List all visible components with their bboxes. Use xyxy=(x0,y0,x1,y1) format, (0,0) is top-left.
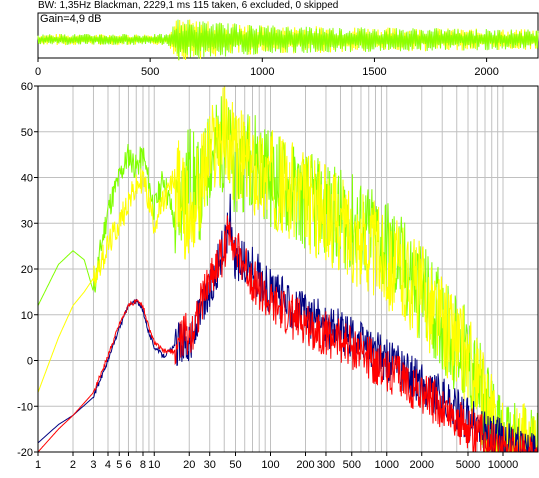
x-tick-label: 2 xyxy=(70,459,76,471)
time-chart: Gain=4,9 dB 0 500 1000 1500 2000 xyxy=(35,12,539,78)
y-tick-label: 30 xyxy=(21,218,33,230)
header-info: BW: 1,35Hz Blackman, 2229,1 ms 115 taken… xyxy=(38,0,339,11)
x-tick-label: 5000 xyxy=(456,459,480,471)
y-tick-label: 40 xyxy=(21,173,33,185)
y-tick-label: 60 xyxy=(21,81,33,93)
time-x-tick-label: 500 xyxy=(141,66,159,78)
x-tick-label: 8 xyxy=(140,459,146,471)
x-tick-label: 4 xyxy=(105,459,111,471)
time-signal-trace-2 xyxy=(37,19,539,61)
x-tick-label: 2000 xyxy=(410,459,434,471)
spectrum-series-1 xyxy=(37,96,539,453)
x-tick-label: 6 xyxy=(125,459,131,471)
x-tick-label: 3 xyxy=(90,459,96,471)
x-tick-label: 500 xyxy=(343,459,361,471)
x-tick-label: 300 xyxy=(317,459,335,471)
x-tick-label: 1000 xyxy=(375,459,399,471)
x-tick-label: 50 xyxy=(229,459,241,471)
spectrum-series-4 xyxy=(37,215,538,453)
x-tick-label: 1 xyxy=(35,459,41,471)
x-tick-label: 10000 xyxy=(488,459,519,471)
y-tick-label: 20 xyxy=(21,264,33,276)
time-x-tick-label: 1500 xyxy=(362,66,386,78)
time-x-tick-label: 0 xyxy=(35,66,41,78)
y-tick-label: -10 xyxy=(17,401,33,413)
x-tick-label: 200 xyxy=(296,459,314,471)
time-x-tick-label: 2000 xyxy=(474,66,498,78)
x-tick-label: 20 xyxy=(183,459,195,471)
header: BW: 1,35Hz Blackman, 2229,1 ms 115 taken… xyxy=(38,0,338,12)
spectrum-plot-border xyxy=(37,85,539,453)
spectrum-series-2 xyxy=(37,86,539,453)
y-tick-label: 50 xyxy=(21,127,33,139)
spectrum-series-3 xyxy=(37,193,539,453)
y-tick-label: -20 xyxy=(17,447,33,459)
y-tick-label: 0 xyxy=(27,356,33,368)
y-tick-label: 10 xyxy=(21,310,33,322)
x-tick-label: 30 xyxy=(204,459,216,471)
x-tick-label: 10 xyxy=(148,459,160,471)
time-x-tick-label: 1000 xyxy=(250,66,274,78)
x-tick-label: 100 xyxy=(261,459,279,471)
x-tick-label: 5 xyxy=(116,459,122,471)
gain-label: Gain=4,9 dB xyxy=(40,13,101,25)
